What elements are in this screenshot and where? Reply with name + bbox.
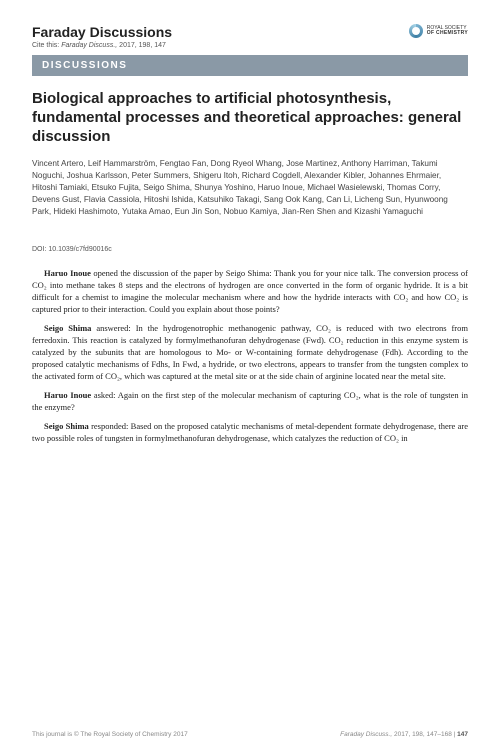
publisher-logo: ROYAL SOCIETY OF CHEMISTRY — [409, 24, 468, 38]
cite-rest: 2017, 198, 147 — [119, 42, 166, 49]
doi-line: DOI: 10.1039/c7fd90016c — [32, 246, 468, 253]
discussion-paragraph: Haruo Inoue asked: Again on the first st… — [32, 389, 468, 413]
speaker-name: Seigo Shima — [44, 421, 89, 431]
citation-line: Cite this: Faraday Discuss., 2017, 198, … — [32, 42, 468, 49]
speaker-name: Haruo Inoue — [44, 390, 91, 400]
rsc-swirl-icon — [409, 24, 423, 38]
paragraph-text: opened the discussion of the paper by Se… — [32, 268, 468, 314]
discussion-paragraph: Seigo Shima responded: Based on the prop… — [32, 420, 468, 444]
speaker-name: Haruo Inoue — [44, 268, 91, 278]
discussion-paragraph: Haruo Inoue opened the discussion of the… — [32, 267, 468, 315]
publisher-logo-text: ROYAL SOCIETY OF CHEMISTRY — [427, 26, 468, 36]
paragraph-text: asked: Again on the first step of the mo… — [32, 390, 468, 412]
paragraph-text: responded: Based on the proposed catalyt… — [32, 421, 468, 443]
cite-prefix: Cite this: — [32, 42, 59, 49]
authors-list: Vincent Artero, Leif Hammarström, Fengta… — [32, 158, 468, 217]
footer-pages: 2017, 198, 147–168 | — [394, 731, 455, 738]
page-footer: This journal is © The Royal Society of C… — [32, 731, 468, 738]
paragraph-text: answered: In the hydrogenotrophic methan… — [32, 323, 468, 381]
logo-line-2: OF CHEMISTRY — [427, 31, 468, 36]
cite-journal: Faraday Discuss., — [61, 42, 117, 49]
journal-title: Faraday Discussions — [32, 24, 172, 40]
discussion-paragraph: Seigo Shima answered: In the hydrogenotr… — [32, 322, 468, 382]
page-header: Faraday Discussions ROYAL SOCIETY OF CHE… — [32, 24, 468, 40]
article-title: Biological approaches to artificial phot… — [32, 90, 468, 146]
article-body: Haruo Inoue opened the discussion of the… — [32, 267, 468, 445]
footer-journal: Faraday Discuss., — [340, 731, 392, 738]
speaker-name: Seigo Shima — [44, 323, 91, 333]
section-banner: DISCUSSIONS — [32, 55, 468, 76]
footer-reference: Faraday Discuss., 2017, 198, 147–168 | 1… — [340, 731, 468, 738]
footer-copyright: This journal is © The Royal Society of C… — [32, 731, 188, 738]
page-number: 147 — [457, 731, 468, 738]
